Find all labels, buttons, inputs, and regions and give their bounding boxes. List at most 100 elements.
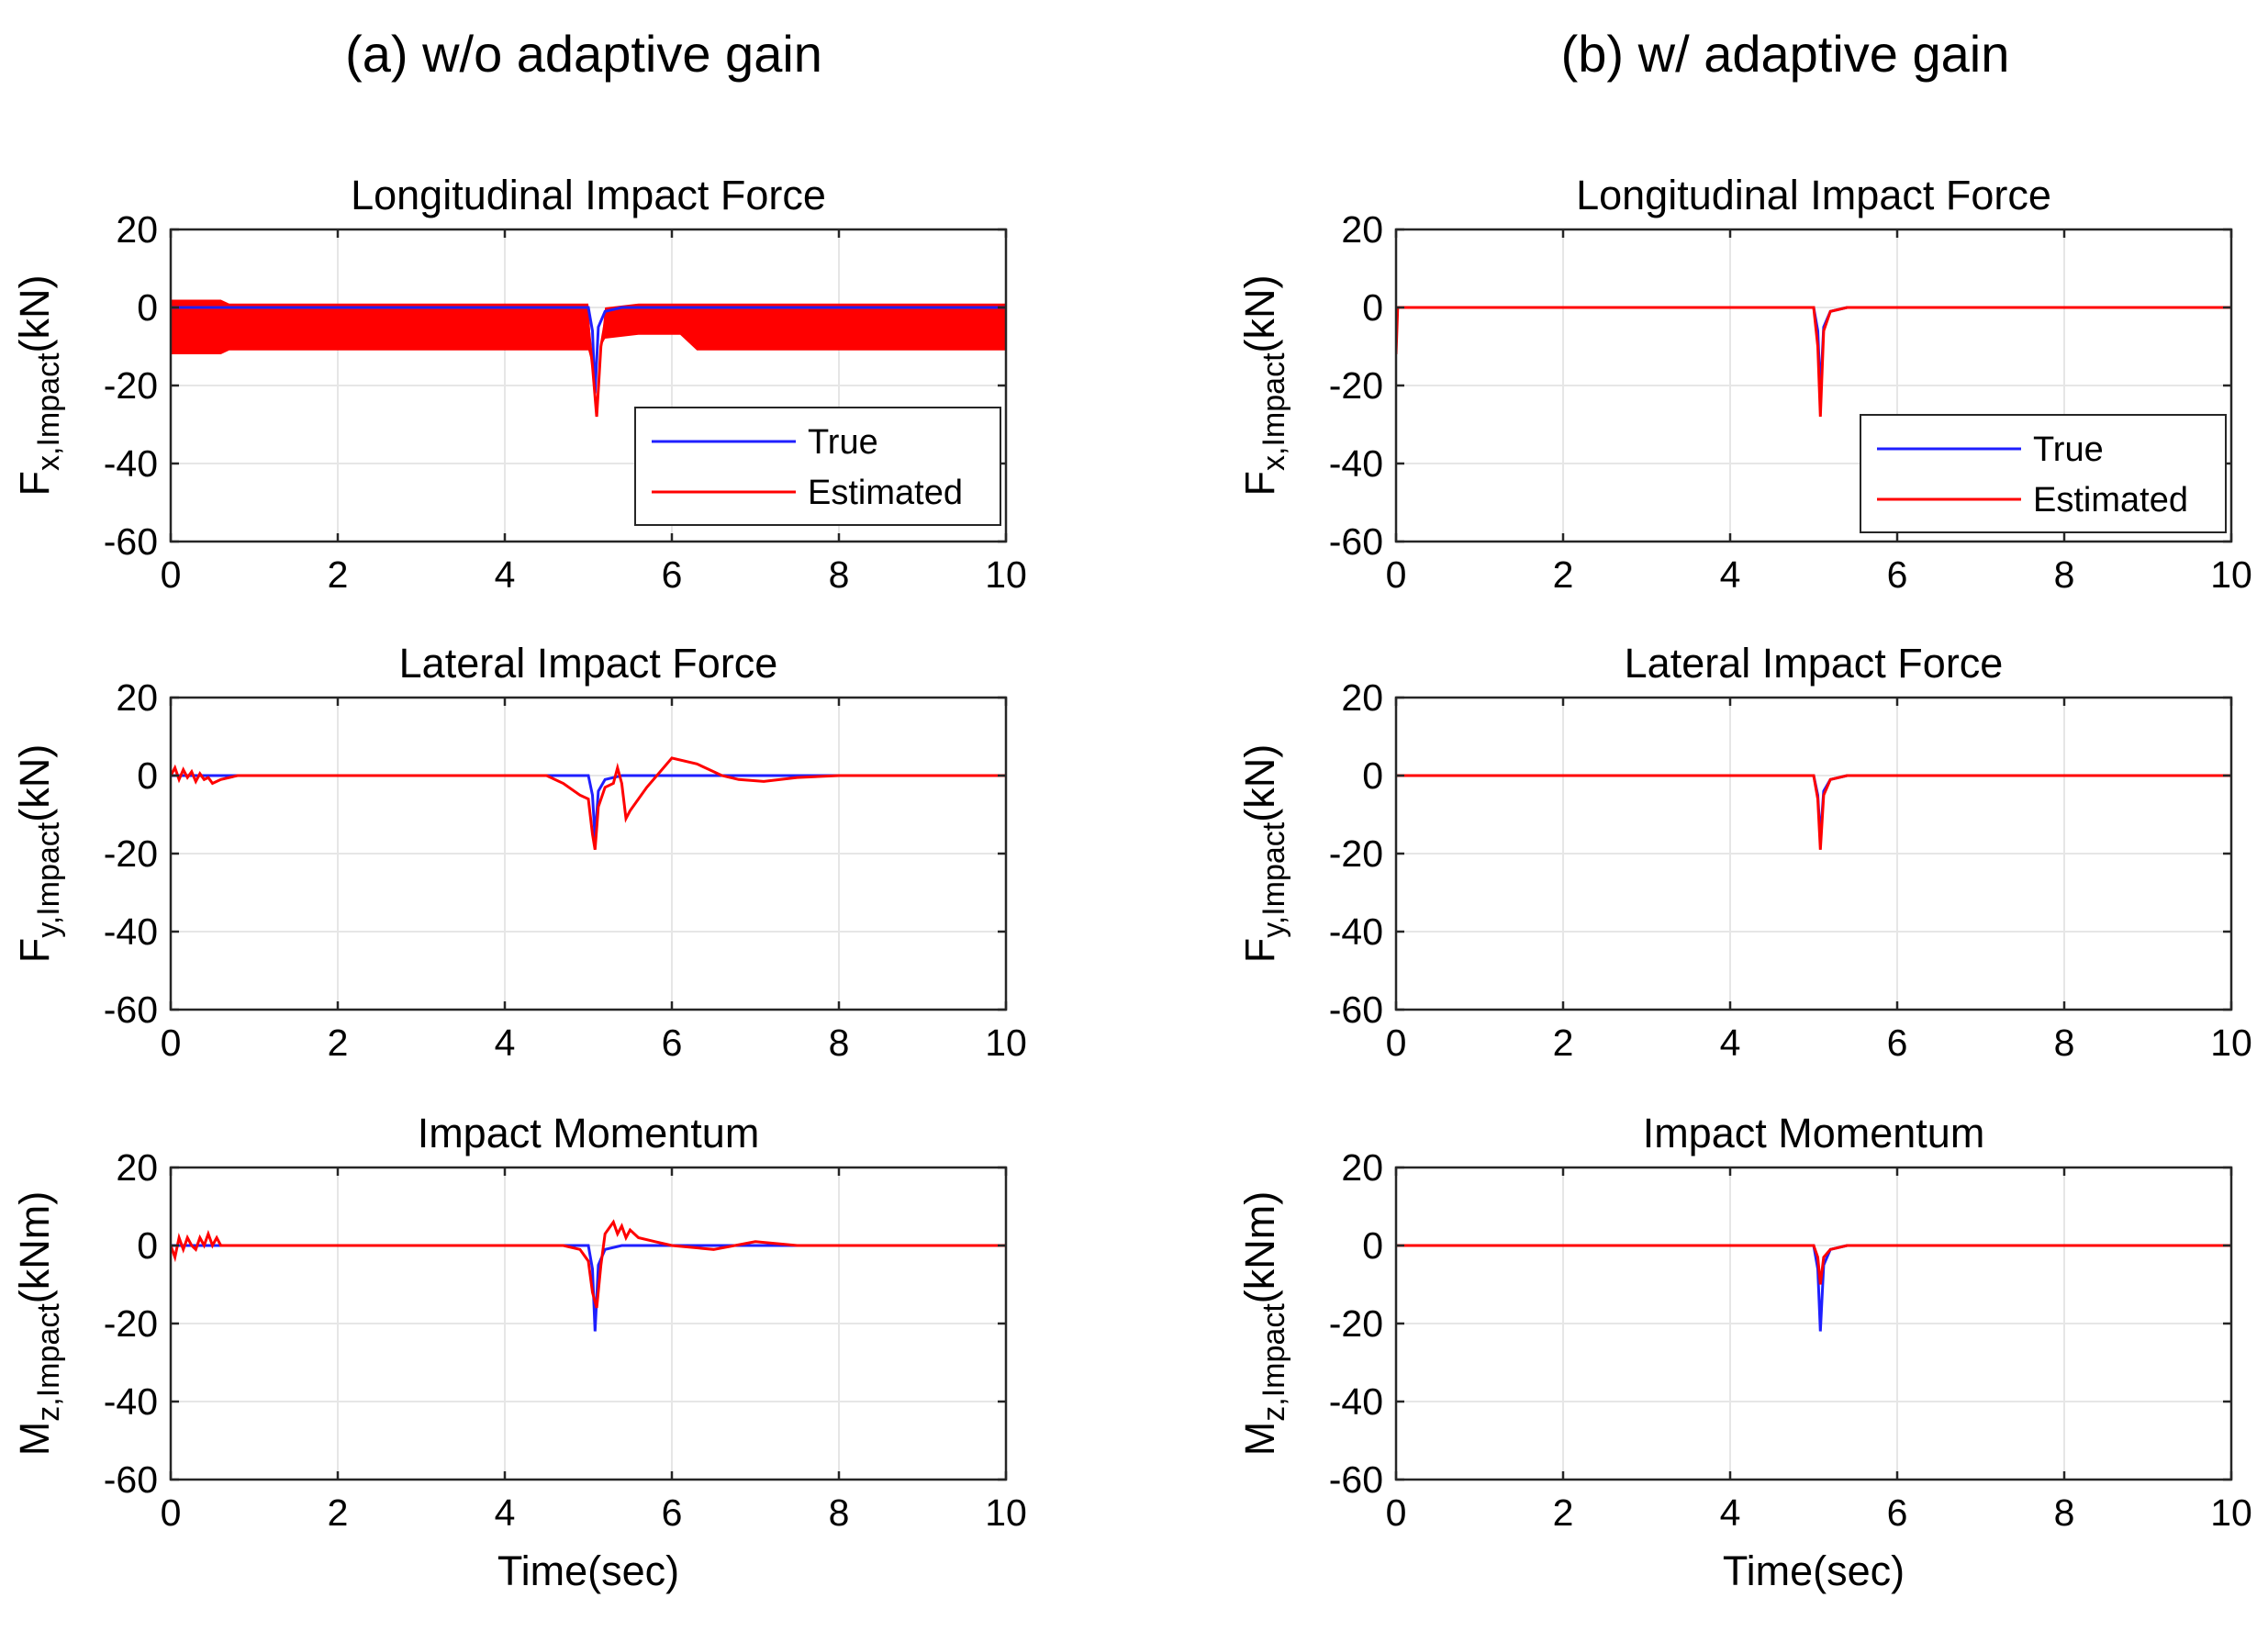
legend-label-true: True: [808, 423, 878, 462]
x-tick-label: 4: [495, 553, 516, 596]
x-tick-label: 0: [1386, 1022, 1407, 1064]
y-tick-label: -20: [1329, 1302, 1383, 1345]
x-tick-label: 4: [1720, 1491, 1741, 1534]
y-tick-label: -40: [1329, 442, 1383, 485]
y-tick-label: -20: [104, 832, 158, 875]
x-tick-label: 6: [662, 553, 683, 596]
data-layer: [1396, 774, 2231, 850]
y-tick-label: 20: [1341, 1146, 1383, 1189]
subplot-a-mz: 0 2 4 6 8 10 20 0 -20 -40 -60 Impact Momentum Mz,Imp…: [11, 1110, 1027, 1594]
y-tick-label: 20: [116, 208, 158, 251]
x-tick-label: 8: [2054, 1022, 2075, 1064]
y-label-unit: (kN): [11, 744, 58, 822]
series-line-estimated: [171, 318, 1006, 418]
axes-title: Lateral Impact Force: [399, 640, 778, 687]
y-label-unit: (kN): [11, 275, 58, 353]
y-tick-label: -40: [1329, 1380, 1383, 1423]
x-tick-label: 2: [1553, 1491, 1574, 1534]
x-tick-label: 0: [161, 1022, 182, 1064]
x-tick-label: 10: [2210, 1022, 2252, 1064]
data-layer: [171, 756, 1006, 851]
x-tick-label: 2: [328, 1491, 349, 1534]
y-tick-label: -60: [104, 1458, 158, 1501]
x-tick-label: 0: [161, 553, 182, 596]
y-axis-label: Mz,Impact(kNm): [1236, 1191, 1291, 1456]
axes-title: Impact Momentum: [418, 1110, 760, 1156]
y-label-unit: (kN): [1236, 744, 1283, 822]
x-tick-label: 4: [495, 1491, 516, 1534]
y-label-subscript: x,Impact: [31, 352, 66, 471]
y-tick-label: -20: [104, 1302, 158, 1345]
x-tick-label: 8: [2054, 1491, 2075, 1534]
subplot-a-fx: 0 2 4 6 8 10 20 0 -20 -40 -60 Longitudinal Impact F…: [11, 172, 1027, 596]
subplot-a-fy: 0 2 4 6 8 10 20 0 -20 -40 -60 Lateral Impact Force F…: [11, 640, 1027, 1064]
y-tick-label: 20: [1341, 208, 1383, 251]
y-tick-label: 0: [137, 286, 158, 329]
y-tick-label: 0: [1362, 286, 1383, 329]
y-axis-label: Fx,Impact(kN): [11, 275, 66, 497]
x-axis-label: Time(sec): [497, 1547, 679, 1594]
legend: True Estimated: [634, 407, 1001, 526]
y-label-subscript: z,Impact: [31, 1303, 66, 1422]
x-tick-label: 8: [829, 1022, 850, 1064]
series-line-estimated: [1396, 774, 2231, 850]
x-tick-label: 4: [1720, 1022, 1741, 1064]
axes-title: Lateral Impact Force: [1625, 640, 2004, 687]
y-tick-label: -40: [104, 442, 158, 485]
y-axis-label: Fy,Impact(kN): [1236, 744, 1291, 963]
series-line-true: [171, 306, 1006, 394]
x-tick-label: 10: [2210, 1491, 2252, 1534]
x-tick-label: 10: [985, 1022, 1027, 1064]
subplot-b-fy: 0 2 4 6 8 10 20 0 -20 -40 -60 Lateral Impact Force F…: [1236, 640, 2252, 1064]
subplot-b-fx: 0 2 4 6 8 10 20 0 -20 -40 -60 Longitudinal Impact F…: [1236, 172, 2252, 596]
y-tick-label: 20: [1341, 676, 1383, 719]
data-layer: [171, 1219, 1006, 1332]
y-label-unit: (kNm): [1236, 1191, 1283, 1303]
legend-label-estimated: Estimated: [808, 474, 963, 512]
y-tick-label: 0: [137, 1224, 158, 1267]
legend: True Estimated: [1860, 414, 2227, 533]
x-tick-label: 2: [1553, 1022, 1574, 1064]
x-tick-label: 4: [1720, 553, 1741, 596]
x-tick-label: 6: [1887, 553, 1908, 596]
legend-label-true: True: [2033, 430, 2104, 469]
y-tick-label: -20: [1329, 364, 1383, 407]
y-tick-label: -60: [1329, 989, 1383, 1031]
x-tick-label: 6: [662, 1022, 683, 1064]
axes-title: Impact Momentum: [1643, 1110, 1985, 1156]
x-tick-label: 2: [1553, 553, 1574, 596]
y-axis-label: Fx,Impact(kN): [1236, 275, 1291, 497]
x-tick-label: 8: [2054, 553, 2075, 596]
legend-box: [634, 407, 1001, 526]
legend-label-estimated: Estimated: [2033, 481, 2188, 519]
y-tick-label: 0: [1362, 754, 1383, 797]
y-label-main: F: [11, 938, 58, 964]
y-tick-label: 0: [137, 754, 158, 797]
x-tick-label: 0: [1386, 1491, 1407, 1534]
subplot-b-mz: 0 2 4 6 8 10 20 0 -20 -40 -60 Impact Momentum Mz,Imp…: [1236, 1110, 2252, 1594]
data-layer: [171, 299, 1006, 418]
x-axis-label: Time(sec): [1723, 1547, 1905, 1594]
y-label-subscript: x,Impact: [1257, 352, 1291, 471]
series-line-estimated: [171, 1219, 1006, 1309]
x-tick-label: 6: [662, 1491, 683, 1534]
legend-box: [1860, 414, 2227, 533]
y-tick-label: -60: [1329, 520, 1383, 563]
x-tick-label: 6: [1887, 1491, 1908, 1534]
y-label-unit: (kN): [1236, 275, 1283, 353]
y-tick-label: 20: [116, 676, 158, 719]
y-axis-label: Fy,Impact(kN): [11, 744, 66, 963]
y-tick-label: -60: [104, 989, 158, 1031]
axes-title: Longitudinal Impact Force: [1576, 172, 2051, 218]
y-tick-label: -40: [104, 1380, 158, 1423]
x-tick-label: 2: [328, 1022, 349, 1064]
series-line-estimated: [1396, 1244, 2231, 1285]
y-label-main: M: [11, 1422, 58, 1457]
x-tick-label: 10: [985, 553, 1027, 596]
x-tick-label: 0: [161, 1491, 182, 1534]
x-tick-label: 0: [1386, 553, 1407, 596]
y-tick-label: -60: [104, 520, 158, 563]
y-tick-label: 20: [116, 1146, 158, 1189]
y-tick-label: -20: [1329, 832, 1383, 875]
x-tick-label: 4: [495, 1022, 516, 1064]
